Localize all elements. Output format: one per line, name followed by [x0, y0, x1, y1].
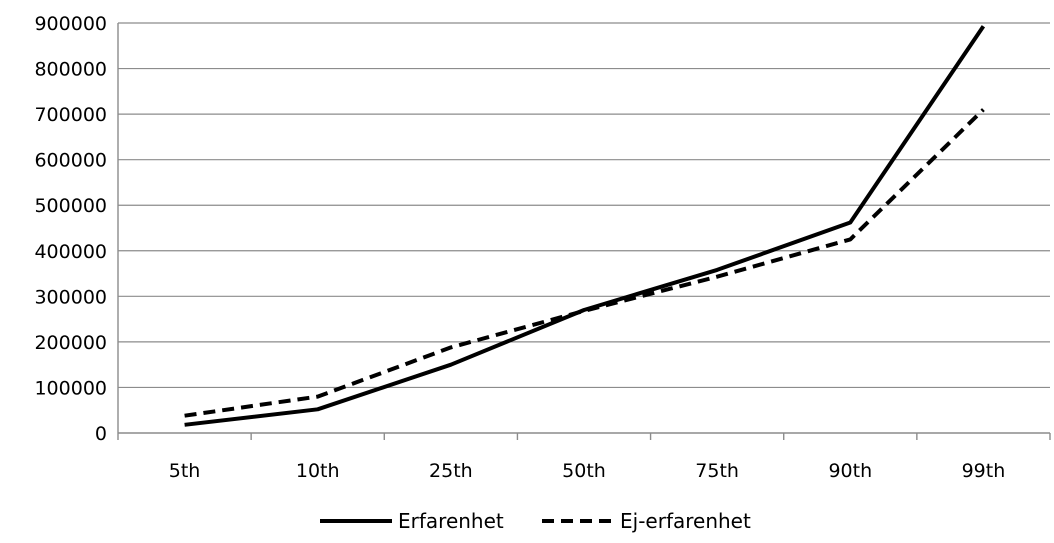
y-tick-label: 200000	[34, 332, 107, 354]
y-tick-label: 700000	[34, 104, 107, 126]
y-tick-label: 400000	[34, 241, 107, 263]
series-lines	[184, 25, 986, 427]
x-tick-label: 90th	[828, 460, 872, 482]
legend-label-1: Erfarenhet	[398, 509, 504, 533]
gridlines	[118, 22, 1050, 389]
x-tick-label: 10th	[296, 460, 340, 482]
x-tick-label: 25th	[429, 460, 473, 482]
y-tick-label: 300000	[34, 286, 107, 308]
y-tick-label: 900000	[34, 13, 107, 35]
y-tick-label: 500000	[34, 195, 107, 217]
series-line-2	[184, 108, 985, 418]
x-tick-label: 5th	[169, 460, 201, 482]
series-line-1	[184, 25, 986, 427]
y-tick-labels: 0 100000 200000 300000 400000 500000 600000 700…	[34, 13, 107, 445]
y-tick-label: 100000	[34, 377, 107, 399]
x-tick-label: 50th	[562, 460, 606, 482]
legend: Erfarenhet Ej-erfarenhet	[320, 509, 751, 533]
legend-label-2: Ej-erfarenhet	[620, 509, 751, 533]
y-tick-label: 0	[95, 423, 107, 445]
x-tick-labels: 5th 10th 25th 50th 75th 90th 99th	[169, 460, 1005, 482]
x-tick-label: 75th	[695, 460, 739, 482]
y-tick-label: 600000	[34, 150, 107, 172]
axes	[117, 23, 1051, 440]
x-tick-label: 99th	[962, 460, 1006, 482]
y-tick-label: 800000	[34, 59, 107, 81]
